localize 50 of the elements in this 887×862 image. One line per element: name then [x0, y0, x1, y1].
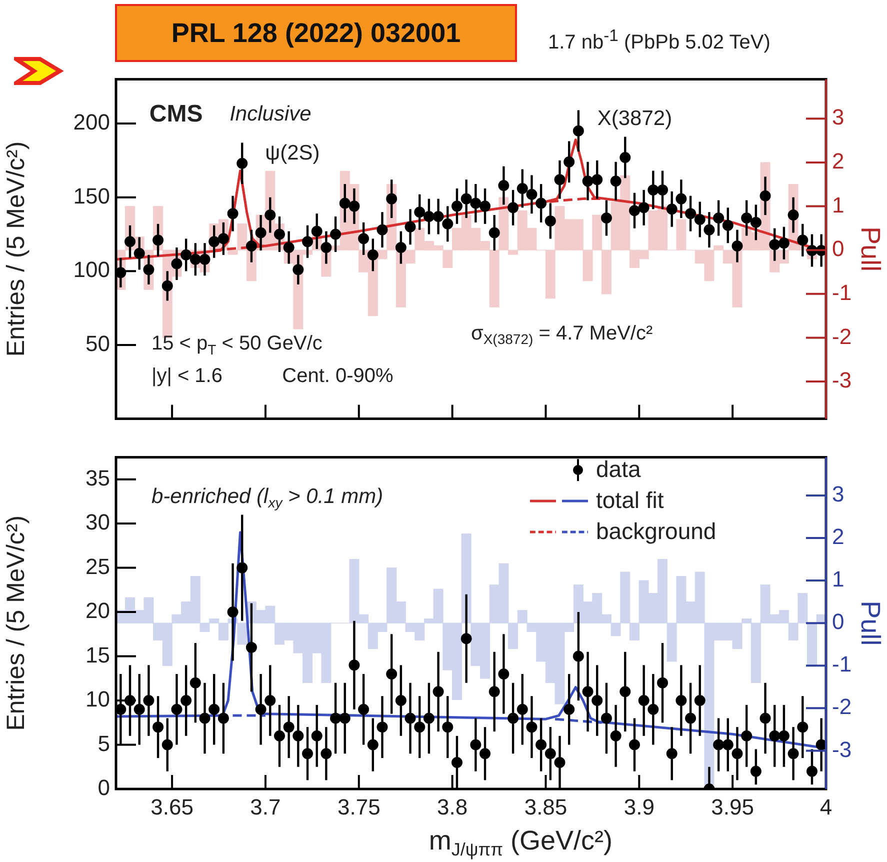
y-tick-label: 35 [86, 465, 110, 490]
x-tick-label: 3.9 [624, 794, 654, 820]
annotation: Cent. 0-90% [282, 364, 394, 387]
y-tick-label: 10 [86, 686, 110, 712]
y-tick-label: 20 [86, 598, 110, 624]
x-tick-label: 3.75 [337, 794, 380, 820]
y-tick-label: 25 [86, 554, 110, 579]
y-tick-label: 150 [73, 183, 110, 208]
y2-axis-title: Pull [855, 226, 886, 272]
y2-tick-label: -3 [832, 368, 852, 393]
chart-title: PRL 128 (2022) 032001 [115, 4, 517, 62]
x-tick-label: 3.95 [711, 794, 754, 820]
y-tick-label: 30 [86, 510, 110, 535]
x-tick-label: 3.8 [437, 794, 468, 820]
y2-tick-label: 0 [832, 609, 844, 634]
annotation: Inclusive [230, 102, 312, 126]
y-axis-title: Entries / (5 MeV/c²) [2, 515, 30, 731]
x-tick-label: 3.7 [250, 794, 281, 820]
bar [806, 622, 817, 666]
legend-label: total fit [596, 487, 664, 514]
y2-tick-label: 3 [832, 104, 844, 130]
y-tick-label: 200 [73, 110, 110, 135]
legend-label: background [596, 518, 716, 545]
x-tick-label: 3.85 [524, 794, 568, 820]
y2-tick-label: 3 [832, 482, 844, 507]
y2-tick-label: -1 [832, 280, 852, 305]
y2-axis-title: Pull [855, 600, 886, 646]
y2-tick-label: 0 [832, 236, 844, 262]
annotation: |y| < 1.6 [152, 364, 222, 387]
legend-label: data [596, 456, 641, 483]
annotation: X(3872) [597, 107, 672, 130]
y-tick-label: 5 [98, 730, 110, 756]
chart-subtitle: 1.7 nb$^{-1}$ (PbPb 5.02 TeV) [548, 26, 770, 55]
y2-tick-label: -2 [832, 324, 852, 349]
x-tick-label: 3.65 [150, 794, 194, 820]
y2-tick-label: -2 [832, 694, 852, 720]
y2-tick-label: 2 [832, 148, 844, 174]
annotation: ψ(2S) [265, 142, 320, 165]
y-tick-label: 100 [73, 257, 110, 282]
y-tick-label: 15 [86, 642, 110, 668]
y2-tick-label: 1 [832, 192, 844, 218]
y-tick-label: 50 [86, 331, 110, 356]
y2-tick-label: -3 [832, 736, 852, 762]
x-tick-label: 4 [820, 794, 832, 820]
y2-tick-label: 1 [832, 566, 844, 592]
y-axis-title: Entries / (5 MeV/c²) [2, 141, 30, 357]
y2-tick-label: -1 [832, 652, 852, 677]
y-tick-label: 0 [98, 775, 110, 800]
annotation: CMS [149, 100, 203, 128]
y2-tick-label: 2 [832, 524, 844, 550]
